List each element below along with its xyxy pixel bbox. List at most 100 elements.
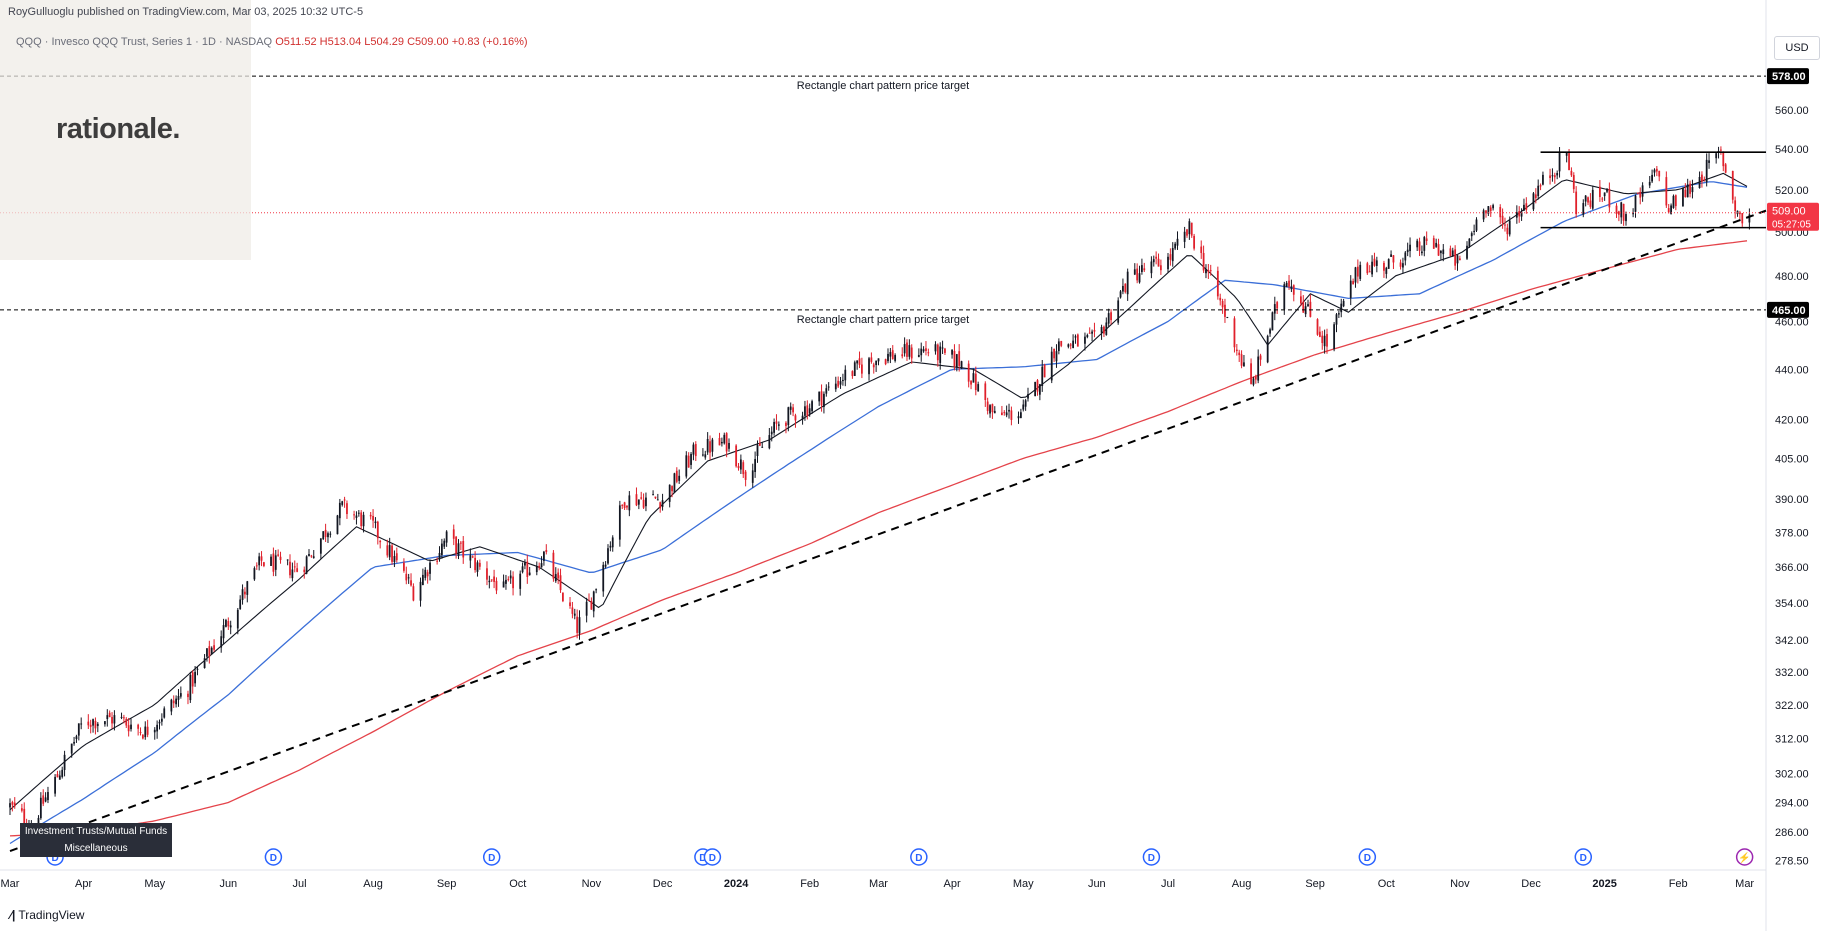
candle-body <box>853 362 856 377</box>
candle-body <box>156 724 159 732</box>
candle-body <box>953 350 956 367</box>
x-tick-label: Oct <box>509 878 526 890</box>
candle-body <box>1518 211 1521 217</box>
candle-body <box>343 499 346 501</box>
candle-body <box>493 576 495 582</box>
candle-body <box>825 388 828 394</box>
candle-body <box>146 726 149 735</box>
symbol-name[interactable]: QQQ · Invesco QQQ Trust, Series 1 · 1D ·… <box>16 36 273 48</box>
candle-body <box>1193 235 1196 249</box>
candle-body <box>1321 335 1324 344</box>
candle-body <box>1050 351 1053 381</box>
candle-body <box>775 421 778 424</box>
sector-badge[interactable]: Investment Trusts/Mutual Funds <box>20 823 172 840</box>
candle-body <box>360 512 363 527</box>
candle-body <box>1155 256 1158 259</box>
candle-body <box>1392 255 1395 263</box>
candle-body <box>794 415 797 421</box>
candle-body <box>1525 203 1528 210</box>
candle-body <box>1432 238 1435 249</box>
candle-body <box>1674 195 1677 207</box>
candle-body <box>1133 269 1136 275</box>
candle-body <box>1100 327 1103 333</box>
candle-body <box>1143 268 1146 271</box>
candle-body <box>977 384 980 392</box>
candle-body <box>1504 224 1506 226</box>
candle-body <box>526 561 529 577</box>
candle-body <box>213 645 215 650</box>
candle-body <box>13 802 16 807</box>
candle-body <box>808 408 811 414</box>
candle-body <box>908 345 911 357</box>
candle-body <box>1532 193 1535 210</box>
candle-body <box>1060 340 1063 346</box>
candle-body <box>1703 179 1706 181</box>
candle-body <box>789 406 792 410</box>
candle-body <box>1107 313 1110 324</box>
footer-brand[interactable]: ⁄| TradingView <box>10 908 84 922</box>
candle-body <box>405 573 408 581</box>
candle-body <box>336 515 339 535</box>
candle-body <box>685 455 688 477</box>
candle-body <box>1169 254 1172 260</box>
candle-body <box>1233 318 1236 348</box>
candle-body <box>1342 300 1345 307</box>
candle-body <box>1449 248 1452 257</box>
candle-body <box>443 540 446 547</box>
candle-body <box>604 564 607 567</box>
candle-body <box>206 648 208 657</box>
symbol-legend[interactable]: QQQ · Invesco QQQ Trust, Series 1 · 1D ·… <box>16 36 528 48</box>
candle-body <box>1655 168 1658 172</box>
candle-body <box>1639 192 1642 198</box>
dividend-marker-icon <box>482 848 501 866</box>
candle-body <box>1167 256 1169 270</box>
x-tick-label: May <box>144 878 165 890</box>
countdown-text: 05:27:05 <box>1772 220 1811 231</box>
candle-body <box>194 671 196 684</box>
candle-body <box>552 552 555 579</box>
candle-body <box>63 754 66 770</box>
event-marker-label: D <box>699 853 706 864</box>
candle-body <box>1257 356 1260 381</box>
candle-body <box>742 462 745 475</box>
watermark-panel <box>0 0 251 260</box>
candle-body <box>728 443 730 449</box>
candle-body <box>1221 301 1224 308</box>
currency-selector[interactable]: USD <box>1774 36 1820 60</box>
y-tick-label: 560.00 <box>1775 105 1809 117</box>
dividend-marker-icon <box>264 848 283 866</box>
candle-body <box>654 496 657 499</box>
candle-body <box>277 554 280 556</box>
candle-body <box>1468 238 1471 247</box>
candle-body <box>1582 203 1585 215</box>
candle-body <box>44 797 47 802</box>
candle-body <box>329 533 332 535</box>
x-tick-label: Dec <box>653 878 673 890</box>
candle-body <box>642 499 645 508</box>
candle-body <box>222 625 225 639</box>
industry-badge[interactable]: Miscellaneous <box>20 840 172 857</box>
candle-body <box>1055 351 1058 362</box>
candle-body <box>1069 344 1072 346</box>
x-tick-label: 2025 <box>1592 878 1616 890</box>
price-axis[interactable]: 278.50 286.00 294.00 302.00 312.00 322.00 332.… <box>1767 68 1819 868</box>
event-markers[interactable]: D D D D D D D D D ⚡ <box>46 848 1754 866</box>
candle-body <box>70 743 73 754</box>
candles <box>9 146 1751 836</box>
candle-body <box>1224 304 1226 317</box>
candle-body <box>424 569 427 578</box>
candle-body <box>524 562 526 566</box>
candle-body <box>210 647 213 654</box>
candle-body <box>1620 202 1623 218</box>
time-axis[interactable]: Mar Apr May Jun Jul Aug Sep Oct Nov Dec 2024 Feb Mar… <box>1 878 1755 890</box>
candle-body <box>395 553 398 561</box>
candle-body <box>877 358 880 362</box>
candle-body <box>1482 210 1485 220</box>
x-tick-label: Feb <box>800 878 819 890</box>
candle-body <box>1608 188 1611 208</box>
x-tick-label: Jun <box>219 878 237 890</box>
candle-body <box>1440 250 1442 254</box>
candle-body <box>1575 191 1578 215</box>
candle-body <box>141 734 144 739</box>
